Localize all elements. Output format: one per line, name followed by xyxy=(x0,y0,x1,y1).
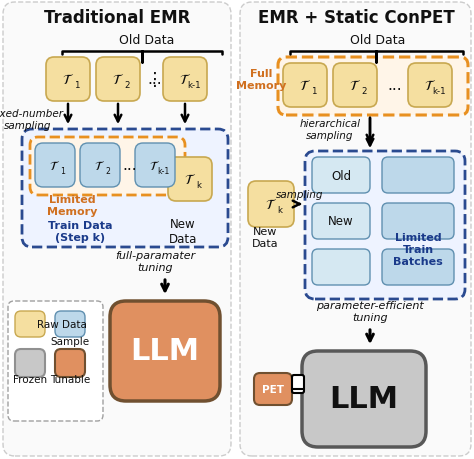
FancyBboxPatch shape xyxy=(55,311,85,337)
Text: $\mathcal{T}$: $\mathcal{T}$ xyxy=(179,73,191,87)
FancyBboxPatch shape xyxy=(22,130,228,247)
FancyBboxPatch shape xyxy=(292,375,304,393)
Text: fixed-number
sampling: fixed-number sampling xyxy=(0,109,63,130)
FancyBboxPatch shape xyxy=(312,157,370,194)
Text: ...: ... xyxy=(123,158,137,173)
Text: New
Data: New Data xyxy=(169,218,197,246)
Text: New
Data: New Data xyxy=(252,227,278,248)
FancyBboxPatch shape xyxy=(283,64,327,108)
Text: 2: 2 xyxy=(361,87,367,96)
FancyBboxPatch shape xyxy=(8,302,103,421)
FancyBboxPatch shape xyxy=(3,3,231,456)
Text: $\mathcal{T}$: $\mathcal{T}$ xyxy=(184,173,196,187)
Text: $\mathcal{T}$: $\mathcal{T}$ xyxy=(112,73,124,87)
Text: Old Data: Old Data xyxy=(350,34,406,46)
Text: sampling: sampling xyxy=(276,190,324,200)
Text: Sample: Sample xyxy=(50,336,90,346)
Text: k: k xyxy=(277,206,283,215)
Text: 2: 2 xyxy=(124,81,130,90)
Text: $\mathcal{T}$: $\mathcal{T}$ xyxy=(49,159,61,172)
FancyBboxPatch shape xyxy=(110,302,220,401)
FancyBboxPatch shape xyxy=(46,58,90,102)
FancyBboxPatch shape xyxy=(312,203,370,240)
Text: ⋮: ⋮ xyxy=(146,71,164,89)
FancyBboxPatch shape xyxy=(168,157,212,202)
Text: $\mathcal{T}$: $\mathcal{T}$ xyxy=(94,159,106,172)
FancyBboxPatch shape xyxy=(382,203,454,240)
Text: $\mathcal{T}$: $\mathcal{T}$ xyxy=(349,79,361,93)
FancyBboxPatch shape xyxy=(248,182,294,228)
FancyBboxPatch shape xyxy=(278,58,468,116)
Text: Frozen: Frozen xyxy=(13,374,47,384)
Text: 1: 1 xyxy=(74,81,80,90)
Text: Tunable: Tunable xyxy=(50,374,90,384)
FancyBboxPatch shape xyxy=(312,249,370,285)
Text: Full
Memory: Full Memory xyxy=(236,69,286,90)
Text: $\mathcal{T}$: $\mathcal{T}$ xyxy=(424,79,436,93)
Text: parameter-efficient
tuning: parameter-efficient tuning xyxy=(316,301,424,322)
FancyBboxPatch shape xyxy=(333,64,377,108)
Text: $\mathcal{T}$: $\mathcal{T}$ xyxy=(265,197,277,212)
FancyBboxPatch shape xyxy=(15,349,45,377)
FancyBboxPatch shape xyxy=(240,3,471,456)
FancyBboxPatch shape xyxy=(382,157,454,194)
Text: k-1: k-1 xyxy=(187,81,201,90)
FancyBboxPatch shape xyxy=(96,58,140,102)
Text: EMR + Static ConPET: EMR + Static ConPET xyxy=(258,9,455,27)
Text: k-1: k-1 xyxy=(432,87,446,96)
FancyBboxPatch shape xyxy=(302,351,426,447)
Text: ...: ... xyxy=(148,73,162,87)
Text: 1: 1 xyxy=(61,167,65,175)
Text: k: k xyxy=(197,181,201,190)
Text: k-1: k-1 xyxy=(157,167,169,175)
FancyBboxPatch shape xyxy=(80,144,120,188)
FancyBboxPatch shape xyxy=(30,138,185,196)
Text: Raw Data: Raw Data xyxy=(37,319,87,329)
FancyBboxPatch shape xyxy=(163,58,207,102)
FancyBboxPatch shape xyxy=(254,373,292,405)
Text: $\mathcal{T}$: $\mathcal{T}$ xyxy=(62,73,74,87)
Text: 2: 2 xyxy=(106,167,110,175)
Text: LLM: LLM xyxy=(130,337,200,366)
FancyBboxPatch shape xyxy=(408,64,452,108)
Text: $\mathcal{T}$: $\mathcal{T}$ xyxy=(149,159,161,172)
Text: Old: Old xyxy=(331,169,351,182)
FancyBboxPatch shape xyxy=(382,249,454,285)
Text: New: New xyxy=(328,215,354,228)
FancyBboxPatch shape xyxy=(15,311,45,337)
Text: full-paramater
tuning: full-paramater tuning xyxy=(115,251,195,272)
Text: $\mathcal{T}$: $\mathcal{T}$ xyxy=(299,79,311,93)
Text: Limited
Train
Batches: Limited Train Batches xyxy=(393,233,443,266)
Text: ...: ... xyxy=(388,78,402,93)
FancyBboxPatch shape xyxy=(305,151,465,299)
Text: Limited
Memory: Limited Memory xyxy=(47,195,97,216)
Text: PET: PET xyxy=(262,384,284,394)
Text: hierarchical
sampling: hierarchical sampling xyxy=(300,119,361,140)
Text: Traditional EMR: Traditional EMR xyxy=(44,9,190,27)
Text: Old Data: Old Data xyxy=(119,34,175,46)
FancyBboxPatch shape xyxy=(135,144,175,188)
Text: 1: 1 xyxy=(311,87,317,96)
FancyBboxPatch shape xyxy=(35,144,75,188)
Text: Train Data
(Step k): Train Data (Step k) xyxy=(48,221,112,242)
FancyBboxPatch shape xyxy=(55,349,85,377)
Text: LLM: LLM xyxy=(329,385,399,414)
